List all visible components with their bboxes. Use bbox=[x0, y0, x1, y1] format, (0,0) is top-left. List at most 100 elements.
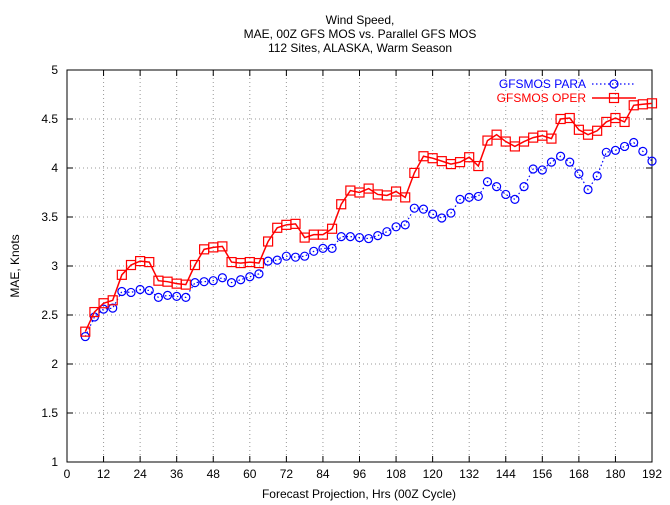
legend-label: GFSMOS OPER bbox=[497, 91, 587, 105]
data-point bbox=[610, 145, 621, 155]
x-tick-label: 192 bbox=[642, 467, 662, 481]
data-point bbox=[583, 184, 593, 195]
legend-label: GFSMOS PARA bbox=[499, 77, 586, 91]
data-point bbox=[473, 160, 484, 172]
data-point bbox=[382, 227, 392, 237]
data-point bbox=[153, 292, 164, 302]
data-point bbox=[373, 231, 383, 241]
data-point bbox=[446, 208, 456, 218]
data-point bbox=[464, 192, 474, 202]
series-line bbox=[84, 141, 653, 337]
data-point bbox=[455, 194, 465, 204]
data-point bbox=[107, 295, 118, 306]
data-point bbox=[108, 303, 118, 313]
x-tick-label: 108 bbox=[386, 467, 406, 481]
x-tick-label: 156 bbox=[532, 467, 552, 481]
series-layer bbox=[80, 98, 658, 342]
x-tick-label: 60 bbox=[243, 467, 257, 481]
data-point bbox=[492, 182, 502, 192]
x-tick-label: 180 bbox=[605, 467, 625, 481]
data-point bbox=[144, 256, 155, 268]
data-point bbox=[162, 290, 173, 300]
data-point bbox=[409, 167, 420, 178]
data-point bbox=[464, 152, 475, 163]
x-tick-label: 132 bbox=[459, 467, 479, 481]
grid bbox=[67, 70, 652, 462]
data-point bbox=[565, 157, 575, 167]
series-gfsmos-para bbox=[80, 137, 657, 342]
data-point bbox=[638, 146, 648, 156]
y-tick-label: 1 bbox=[51, 455, 58, 469]
data-point bbox=[491, 129, 502, 140]
data-point bbox=[390, 186, 402, 197]
data-point bbox=[482, 135, 493, 146]
chart-title: Wind Speed, MAE, 00Z GFS MOS vs. Paralle… bbox=[244, 13, 477, 55]
x-tick-label: 84 bbox=[316, 467, 330, 481]
legend-marker bbox=[609, 79, 619, 89]
data-point bbox=[89, 306, 100, 318]
chart-title-line-3: 112 Sites, ALASKA, Warm Season bbox=[268, 41, 452, 55]
legend-item: GFSMOS OPER bbox=[497, 91, 636, 105]
data-point bbox=[391, 222, 401, 232]
x-tick-label: 96 bbox=[353, 467, 367, 481]
data-point bbox=[208, 276, 218, 286]
data-point bbox=[437, 213, 447, 223]
data-point bbox=[318, 243, 328, 253]
data-point bbox=[364, 233, 374, 244]
data-point bbox=[126, 287, 136, 298]
data-point bbox=[400, 220, 410, 230]
data-point bbox=[629, 137, 639, 148]
data-point bbox=[418, 204, 429, 214]
data-point bbox=[281, 251, 291, 261]
data-point bbox=[574, 169, 584, 179]
data-point bbox=[647, 156, 657, 166]
data-point bbox=[501, 189, 511, 200]
data-point bbox=[336, 232, 346, 242]
y-tick-label: 2.5 bbox=[41, 308, 58, 322]
data-point bbox=[135, 284, 145, 295]
x-tick-label: 72 bbox=[280, 467, 294, 481]
x-tick-label: 36 bbox=[170, 467, 184, 481]
x-tick-label: 48 bbox=[207, 467, 221, 481]
data-point bbox=[309, 246, 319, 256]
chart-title-line-1: Wind Speed, bbox=[326, 13, 395, 27]
x-tick-label: 168 bbox=[569, 467, 589, 481]
data-point bbox=[327, 243, 337, 253]
legend-marker bbox=[608, 92, 620, 104]
data-point bbox=[354, 232, 365, 243]
data-point bbox=[400, 192, 411, 203]
data-point bbox=[473, 191, 483, 202]
data-point bbox=[116, 269, 127, 280]
series-gfsmos-oper bbox=[80, 98, 658, 337]
data-point bbox=[592, 125, 603, 136]
data-point bbox=[409, 203, 419, 213]
legend-item: GFSMOS PARA bbox=[499, 77, 636, 91]
y-tick-label: 4 bbox=[51, 161, 58, 175]
y-tick-label: 4.5 bbox=[41, 112, 58, 126]
data-point bbox=[363, 183, 374, 194]
data-point bbox=[217, 241, 228, 252]
data-point bbox=[345, 232, 355, 242]
data-point bbox=[253, 257, 265, 269]
data-point bbox=[528, 164, 538, 174]
y-axis-label: MAE, Knots bbox=[8, 234, 22, 297]
data-point bbox=[172, 291, 182, 301]
data-point bbox=[336, 199, 347, 210]
data-point bbox=[80, 326, 91, 337]
data-point bbox=[98, 304, 109, 314]
data-point bbox=[226, 278, 237, 288]
x-tick-label: 12 bbox=[97, 467, 111, 481]
data-point bbox=[510, 194, 520, 204]
chart-title-line-2: MAE, 00Z GFS MOS vs. Parallel GFS MOS bbox=[244, 27, 477, 41]
data-point bbox=[262, 236, 274, 247]
data-point bbox=[290, 218, 301, 229]
data-point bbox=[601, 147, 611, 157]
data-point bbox=[272, 255, 282, 265]
y-tick-label: 3 bbox=[51, 259, 58, 273]
x-tick-label: 120 bbox=[423, 467, 443, 481]
data-point bbox=[217, 273, 227, 283]
data-point bbox=[144, 285, 154, 296]
data-point bbox=[236, 275, 246, 285]
